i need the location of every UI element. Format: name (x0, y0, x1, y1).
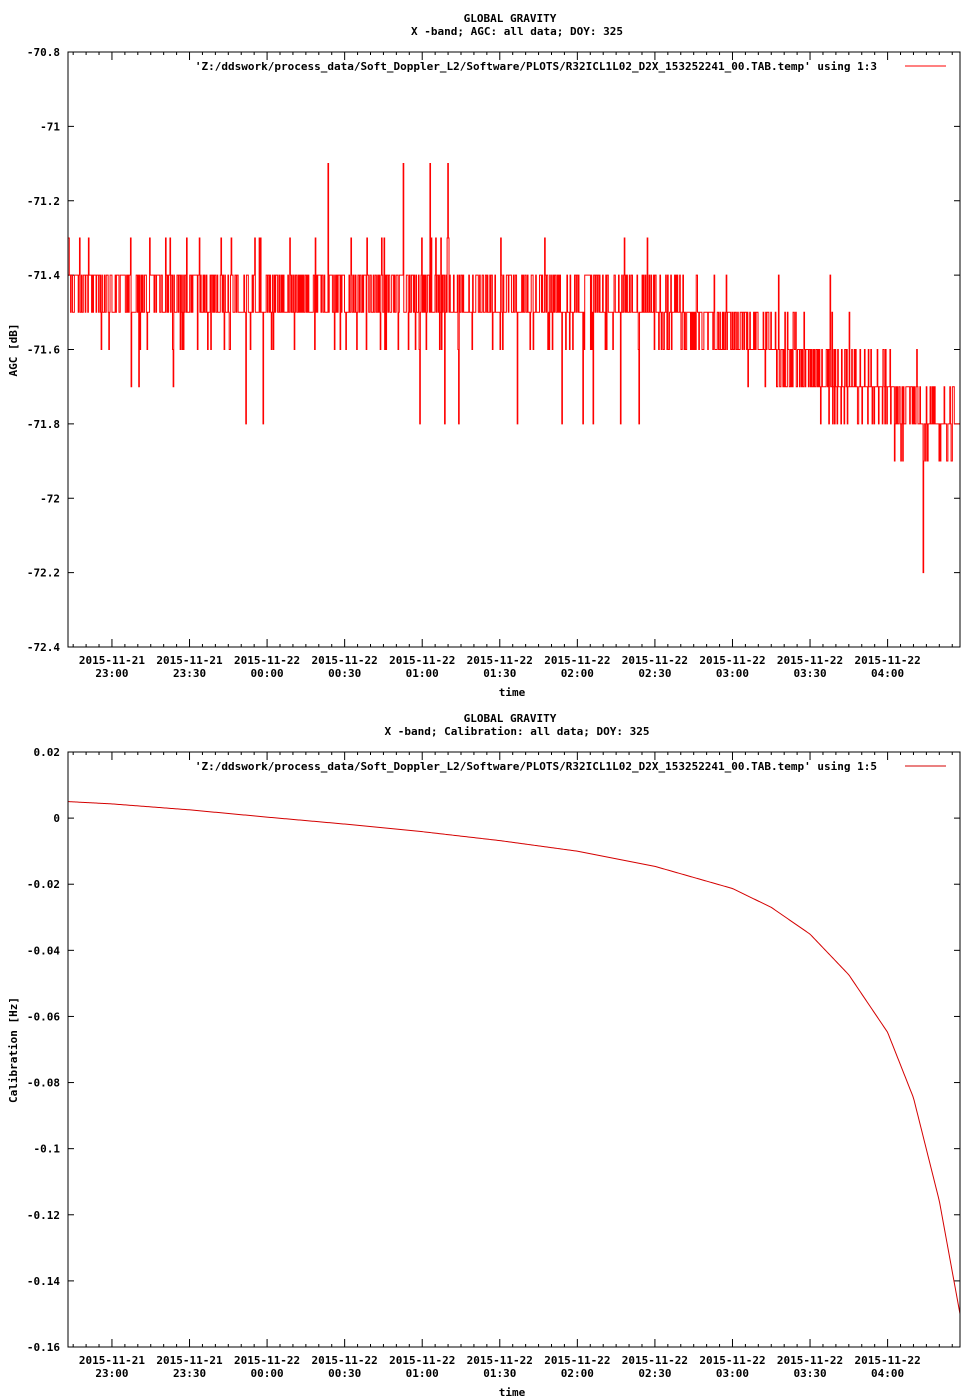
x-tick-label-date: 2015-11-22 (467, 1354, 533, 1367)
x-axis-label: time (499, 1386, 526, 1399)
y-tick-label: -71.6 (27, 344, 60, 357)
x-tick-label-time: 02:30 (638, 667, 671, 680)
x-tick-label-date: 2015-11-22 (622, 1354, 688, 1367)
y-tick-label: -72 (40, 492, 60, 505)
x-tick-label-date: 2015-11-21 (156, 654, 223, 667)
y-tick-label: -72.4 (27, 641, 60, 654)
x-tick-label-time: 02:30 (638, 1367, 671, 1380)
x-tick-label-date: 2015-11-22 (467, 654, 533, 667)
x-tick-label-date: 2015-11-22 (699, 1354, 765, 1367)
x-axis-label: time (499, 686, 526, 699)
x-tick-label-time: 02:00 (561, 667, 594, 680)
x-tick-label-time: 01:30 (483, 667, 516, 680)
legend-label: 'Z:/ddswork/process_data/Soft_Doppler_L2… (195, 60, 877, 73)
calibration-series-line (67, 801, 961, 1315)
y-tick-label: -0.16 (27, 1341, 60, 1354)
x-tick-label-date: 2015-11-22 (622, 654, 688, 667)
x-tick-label-time: 23:00 (95, 667, 128, 680)
legend-label: 'Z:/ddswork/process_data/Soft_Doppler_L2… (195, 760, 877, 773)
x-tick-label-date: 2015-11-22 (777, 1354, 843, 1367)
x-tick-label-date: 2015-11-22 (312, 654, 378, 667)
y-tick-label: -0.08 (27, 1077, 60, 1090)
y-tick-label: 0.02 (34, 746, 61, 759)
y-tick-label: -0.06 (27, 1010, 60, 1023)
agc-chart: GLOBAL GRAVITY X -band; AGC: all data; D… (7, 12, 961, 699)
x-tick-label-time: 00:30 (328, 667, 361, 680)
x-tick-label-time: 00:30 (328, 1367, 361, 1380)
calibration-chart: GLOBAL GRAVITY X -band; Calibration: all… (7, 712, 961, 1399)
plot-frame (67, 751, 961, 1348)
y-tick-label: -71 (40, 120, 60, 133)
x-tick-label-date: 2015-11-21 (79, 654, 146, 667)
y-ticks: 0.02 0 -0.02 -0.04 -0.06 -0.08 -0.1 -0.12 -0.14 -… (27, 746, 960, 1354)
x-tick-label-date: 2015-11-22 (544, 654, 610, 667)
x-tick-label-date: 2015-11-22 (854, 1354, 920, 1367)
x-tick-label-date: 2015-11-22 (699, 654, 765, 667)
x-tick-label-time: 00:00 (251, 667, 284, 680)
plot-area (68, 163, 960, 574)
x-tick-label-time: 03:30 (793, 667, 826, 680)
y-tick-label: -71.4 (27, 269, 60, 282)
y-tick-label: 0 (53, 812, 60, 825)
y-tick-label: -0.12 (27, 1209, 60, 1222)
y-axis-label: Calibration [Hz] (7, 997, 20, 1103)
x-tick-label-time: 04:00 (871, 667, 904, 680)
x-tick-label-date: 2015-11-22 (389, 1354, 455, 1367)
chart-title: GLOBAL GRAVITY (464, 12, 557, 25)
chart-subtitle: X -band; Calibration: all data; DOY: 325 (385, 725, 650, 738)
x-tick-label-time: 01:30 (483, 1367, 516, 1380)
x-tick-label-date: 2015-11-21 (156, 1354, 223, 1367)
chart-title: GLOBAL GRAVITY (464, 712, 557, 725)
y-tick-label: -0.02 (27, 878, 60, 891)
y-axis-label: AGC [dB] (7, 324, 20, 377)
y-ticks: -70.8 -71 -71.2 -71.4 -71.6 -71.8 -72 -72.2 -72.… (27, 46, 960, 654)
x-tick-label-time: 03:00 (716, 667, 749, 680)
y-tick-label: -0.14 (27, 1275, 60, 1288)
x-tick-label-date: 2015-11-22 (854, 654, 920, 667)
x-tick-label-time: 23:30 (173, 667, 206, 680)
x-tick-label-date: 2015-11-22 (234, 1354, 300, 1367)
y-tick-label: -71.8 (27, 418, 60, 431)
x-ticks: 2015-11-2123:002015-11-2123:302015-11-22… (72, 52, 953, 680)
x-tick-label-time: 04:00 (871, 1367, 904, 1380)
x-tick-label-date: 2015-11-22 (234, 654, 300, 667)
x-tick-label-date: 2015-11-22 (312, 1354, 378, 1367)
x-tick-label-time: 23:00 (95, 1367, 128, 1380)
chart-subtitle: X -band; AGC: all data; DOY: 325 (411, 25, 623, 38)
x-tick-label-time: 03:30 (793, 1367, 826, 1380)
x-tick-label-time: 00:00 (251, 1367, 284, 1380)
y-tick-label: -70.8 (27, 46, 60, 59)
plot-frame (67, 51, 961, 648)
agc-series-line (68, 163, 960, 574)
x-ticks: 2015-11-2123:002015-11-2123:302015-11-22… (72, 752, 953, 1380)
x-tick-label-time: 23:30 (173, 1367, 206, 1380)
x-tick-label-date: 2015-11-21 (79, 1354, 146, 1367)
x-tick-label-date: 2015-11-22 (777, 654, 843, 667)
y-tick-label: -0.1 (34, 1143, 61, 1156)
x-tick-label-time: 02:00 (561, 1367, 594, 1380)
y-tick-label: -0.04 (27, 944, 60, 957)
x-tick-label-time: 01:00 (406, 667, 439, 680)
y-tick-label: -71.2 (27, 195, 60, 208)
x-tick-label-date: 2015-11-22 (389, 654, 455, 667)
x-tick-label-time: 01:00 (406, 1367, 439, 1380)
x-tick-label-date: 2015-11-22 (544, 1354, 610, 1367)
y-tick-label: -72.2 (27, 567, 60, 580)
x-tick-label-time: 03:00 (716, 1367, 749, 1380)
plot-area (67, 801, 961, 1315)
